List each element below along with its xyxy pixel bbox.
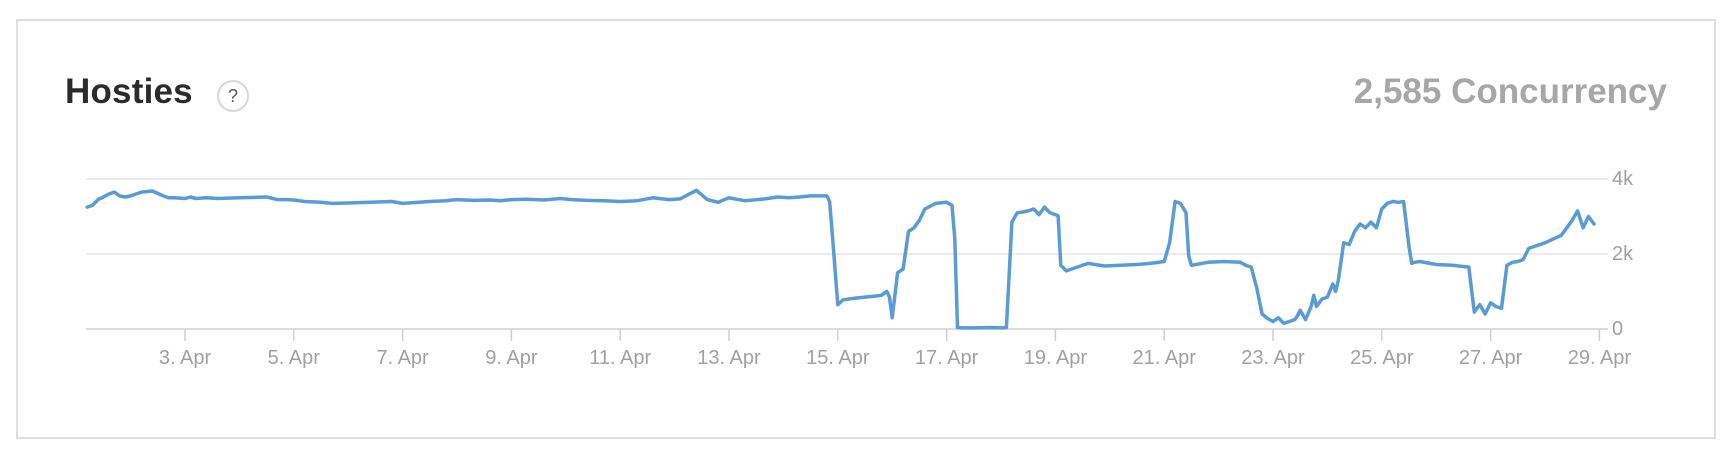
concurrency-unit: Concurrency xyxy=(1451,72,1667,111)
x-tick-label: 25. Apr xyxy=(1350,347,1414,369)
x-tick-label: 17. Apr xyxy=(915,347,979,369)
x-tick-label: 13. Apr xyxy=(697,347,761,369)
y-tick-label: 2k xyxy=(1612,243,1634,265)
x-tick-label: 19. Apr xyxy=(1024,347,1088,369)
x-tick-label: 5. Apr xyxy=(268,347,321,369)
series-line-0 xyxy=(85,188,1596,330)
x-tick-label: 15. Apr xyxy=(806,347,870,369)
chart-title: Hosties xyxy=(65,72,193,111)
concurrency-stat: 2,585 Concurrency xyxy=(1354,72,1667,112)
x-tick-label: 27. Apr xyxy=(1459,347,1523,369)
y-tick-label: 4k xyxy=(1612,168,1634,190)
x-tick-label: 21. Apr xyxy=(1133,347,1197,369)
x-tick-label: 7. Apr xyxy=(376,347,429,369)
x-tick-label: 23. Apr xyxy=(1241,347,1305,369)
y-tick-label: 0 xyxy=(1612,318,1623,340)
x-tick-label: 9. Apr xyxy=(485,347,538,369)
chart-card xyxy=(16,19,1716,439)
x-tick-label: 29. Apr xyxy=(1568,347,1632,369)
help-question-icon[interactable]: ? xyxy=(217,80,249,112)
x-tick-label: 3. Apr xyxy=(159,347,212,369)
x-tick-label: 11. Apr xyxy=(589,347,651,369)
concurrency-value: 2,585 xyxy=(1353,72,1442,111)
